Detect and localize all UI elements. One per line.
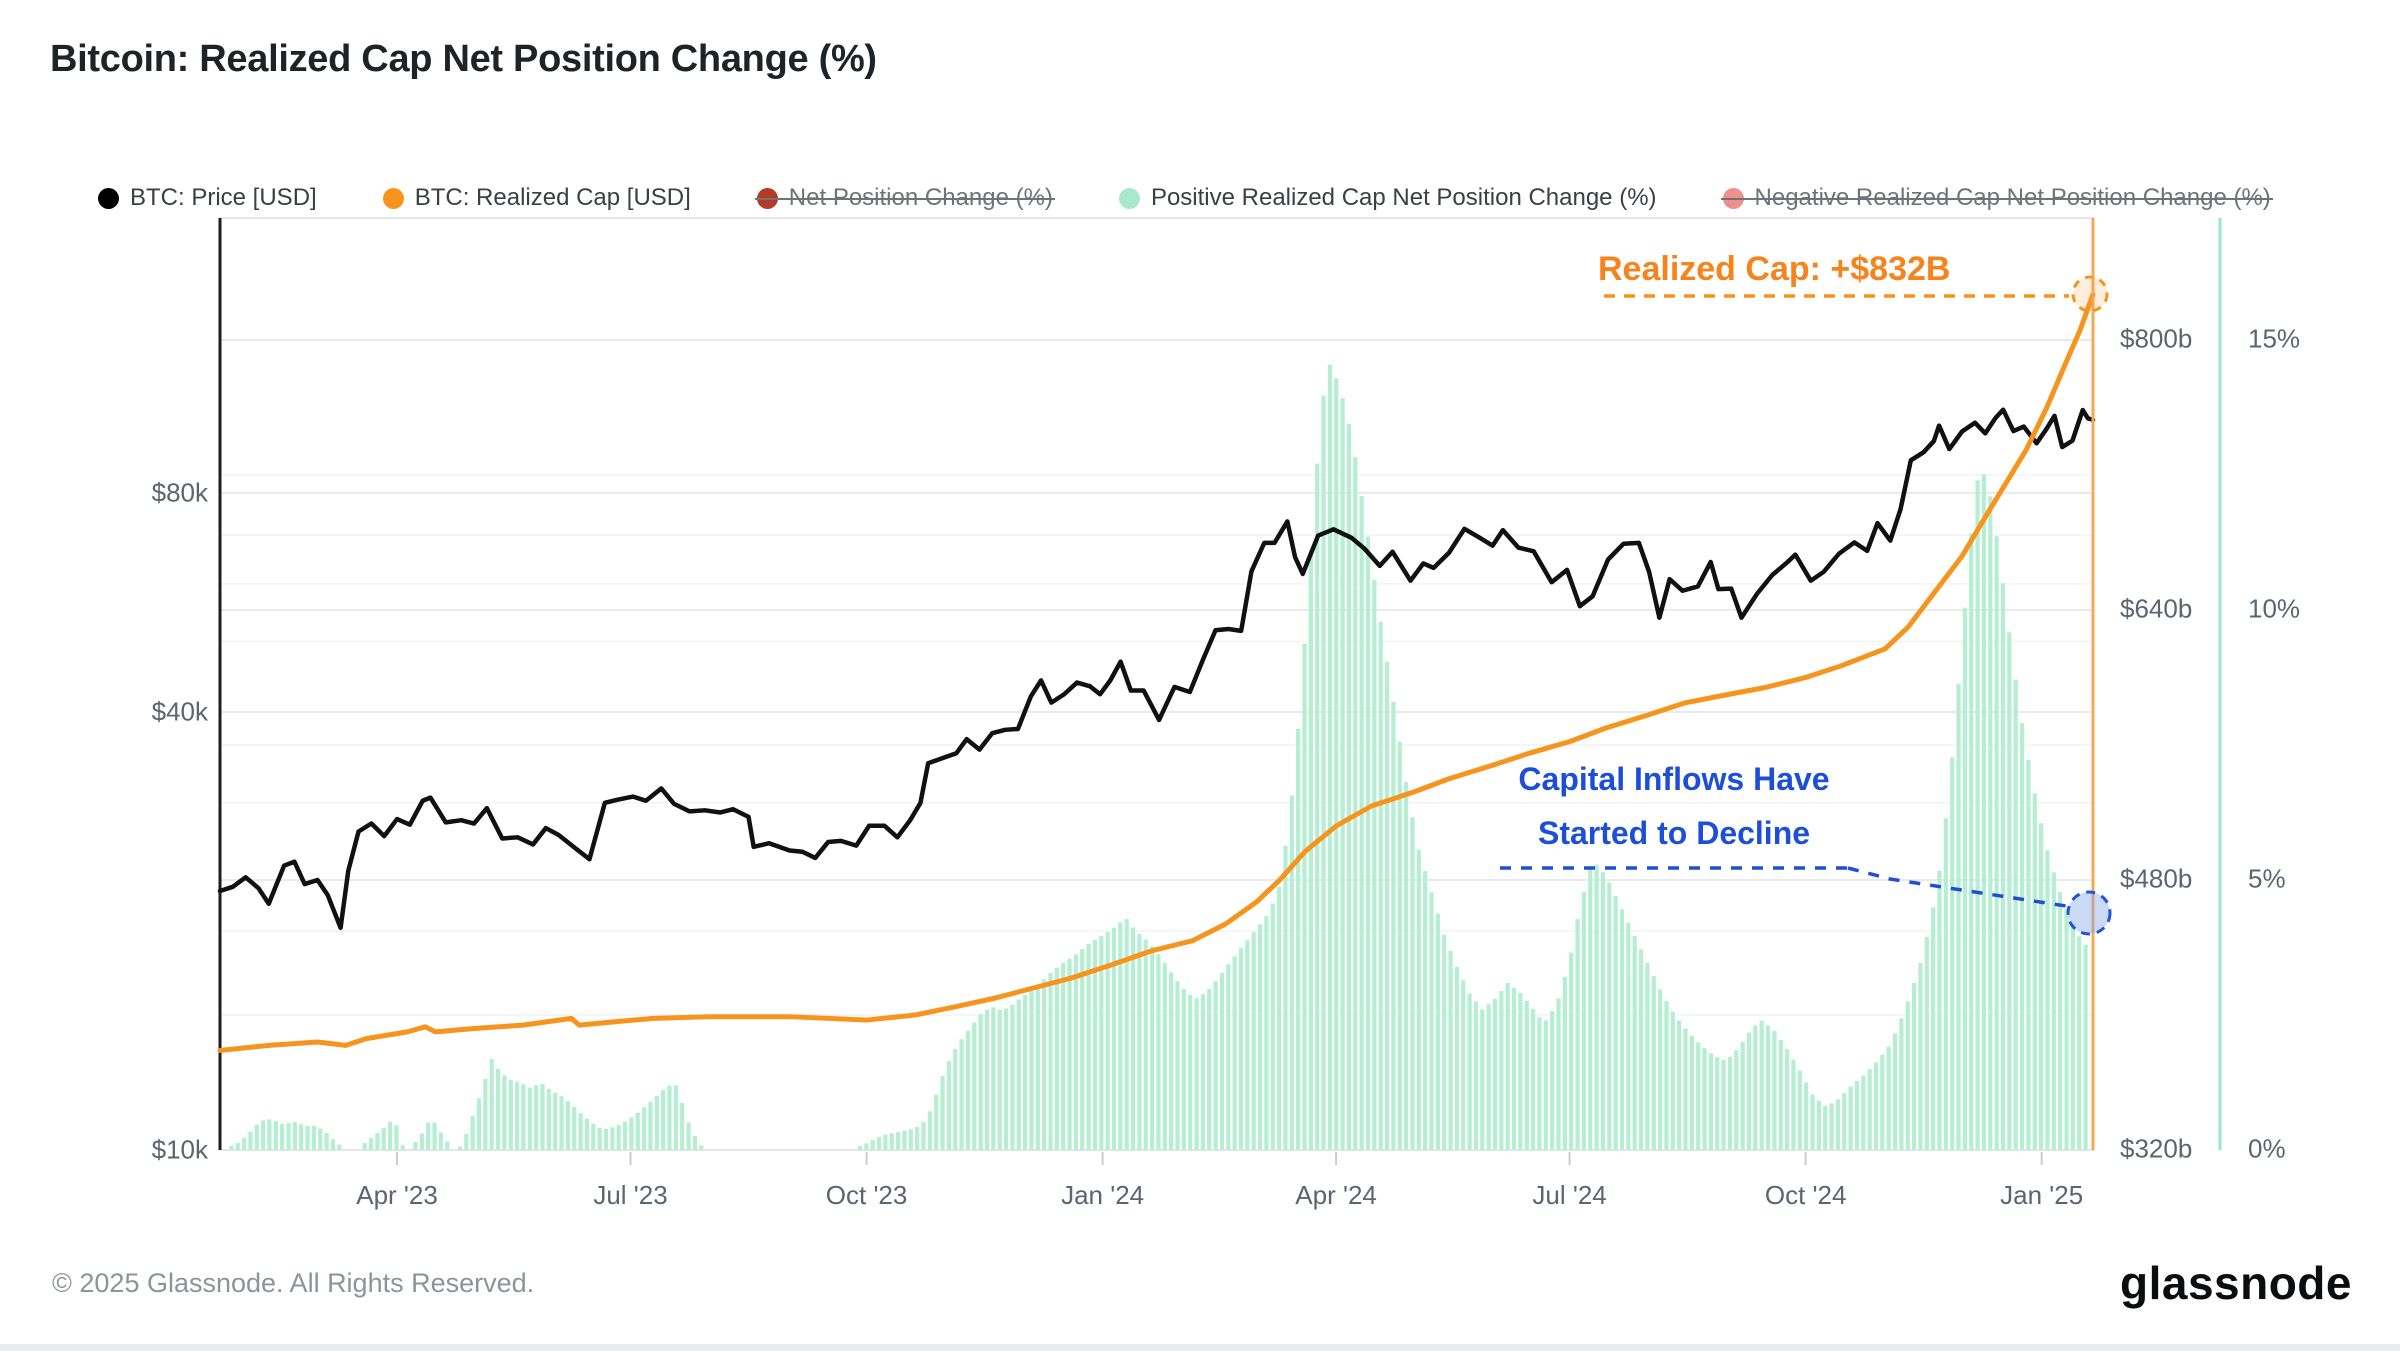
x-axis-tick: Oct '23 [825,1180,908,1210]
legend-label: BTC: Price [USD] [130,184,317,211]
net-position-axis-tick: 0% [2248,1133,2286,1164]
price-axis-tick: $40k [151,696,208,727]
net-position-axis-tick: 15% [2248,323,2301,354]
price-axis-tick: $10k [151,1134,208,1165]
copyright-text: © 2025 Glassnode. All Rights Reserved. [52,1268,535,1298]
legend-item-0[interactable]: BTC: Price [USD] [98,184,317,212]
x-axis-tick: Jul '24 [1532,1180,1607,1210]
realized-cap-axis-tick: $640b [2120,593,2193,624]
chart-legend: BTC: Price [USD] BTC: Realized Cap [USD] N… [98,184,2274,212]
x-axis-tick: Jan '25 [2000,1180,2084,1210]
price-axis-tick: $80k [151,477,208,508]
legend-dot-icon [756,187,778,209]
realized-cap-axis-tick: $480b [2120,863,2193,894]
realized-cap-axis-tick: $800b [2120,323,2193,354]
legend-item-4[interactable]: Negative Realized Cap Net Position Chang… [1720,184,2274,212]
page-title: Bitcoin: Realized Cap Net Position Chang… [50,38,877,80]
legend-item-3[interactable]: Positive Realized Cap Net Position Chang… [1118,184,1657,212]
x-axis-tick: Jul '23 [593,1180,668,1210]
x-axis-tick: Apr '23 [356,1180,438,1210]
capital-inflows-line2: Started to Decline [1537,815,1811,851]
legend-label: Positive Realized Cap Net Position Chang… [1150,184,1657,211]
capital-inflows-line1: Capital Inflows Have [1518,761,1830,797]
bottom-strip [0,1344,2400,1351]
legend-item-1[interactable]: BTC: Realized Cap [USD] [382,184,691,212]
legend-dot-icon [1722,187,1744,209]
realized-cap-annotation: Realized Cap: +$832B [1598,250,1951,288]
legend-dot-icon [98,187,119,209]
x-axis-tick: Apr '24 [1295,1180,1377,1210]
realized-cap-axis-tick: $320b [2120,1133,2193,1164]
legend-dot-icon [1118,187,1140,209]
glassnode-logo: glassnode [2119,1257,2352,1309]
legend-label: Negative Realized Cap Net Position Chang… [1754,184,2271,211]
x-axis-tick: Jan '24 [1061,1180,1145,1210]
net-position-axis-tick: 5% [2248,863,2286,894]
x-axis-tick: Oct '24 [1764,1180,1847,1210]
legend-item-2[interactable]: Net Position Change (%) [754,184,1056,212]
net-position-axis-tick: 10% [2248,593,2301,624]
legend-label: Net Position Change (%) [788,184,1053,211]
legend-dot-icon [382,187,404,209]
capital-inflows-annotation: Capital Inflows Have Started to Decline [1500,752,1848,860]
legend-label: BTC: Realized Cap [USD] [414,184,691,211]
